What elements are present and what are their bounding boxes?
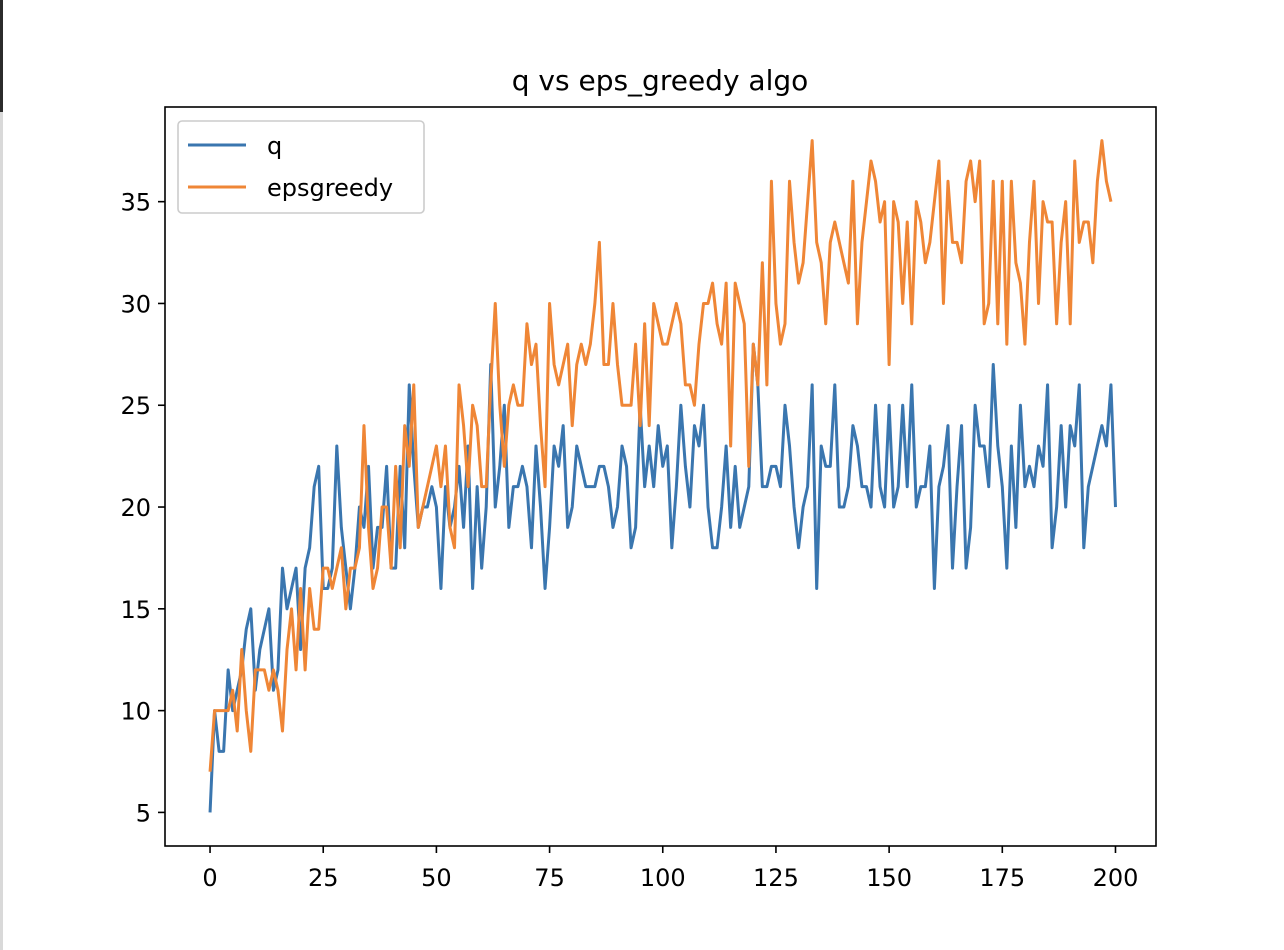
x-tick-label: 175 [979, 864, 1025, 892]
window-edge [0, 0, 3, 950]
x-tick-label: 50 [421, 864, 452, 892]
x-tick-label: 0 [202, 864, 217, 892]
x-tick-label: 75 [534, 864, 565, 892]
x-axis: 0 25 50 75 100 125 150 175 200 [202, 846, 1138, 892]
legend-label-q: q [267, 132, 282, 160]
y-tick-label: 30 [120, 290, 151, 318]
y-tick-label: 35 [120, 189, 151, 217]
series-line-q [208, 342, 1117, 813]
x-tick-label: 25 [308, 864, 339, 892]
legend: q epsgreedy [177, 120, 425, 214]
y-tick-label: 5 [136, 799, 151, 827]
x-tick-label: 100 [640, 864, 686, 892]
y-tick-label: 20 [120, 494, 151, 522]
chart-title: q vs eps_greedy algo [512, 64, 809, 97]
x-tick-label: 200 [1093, 864, 1139, 892]
x-tick-label: 150 [866, 864, 912, 892]
y-axis: 5 10 15 20 25 30 35 [120, 189, 165, 827]
y-tick-label: 10 [120, 698, 151, 726]
series-line-epsgreedy [208, 139, 1113, 772]
series-layer [208, 139, 1117, 813]
legend-label-epsgreedy: epsgreedy [267, 174, 393, 202]
axes-frame [164, 106, 1157, 847]
y-tick-label: 15 [120, 596, 151, 624]
y-tick-label: 25 [120, 392, 151, 420]
x-tick-label: 125 [753, 864, 799, 892]
window-edge-dark [0, 0, 3, 112]
